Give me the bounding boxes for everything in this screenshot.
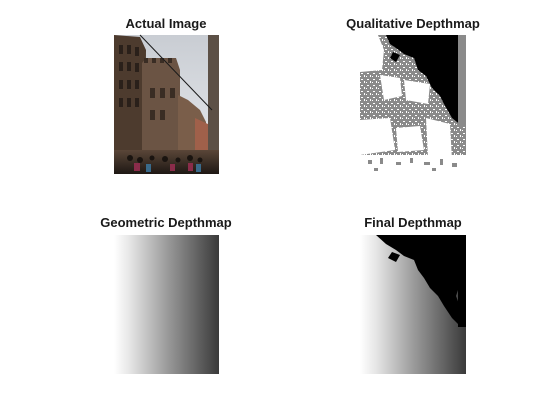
geometric-depthmap xyxy=(114,235,219,374)
panel-title-actual: Actual Image xyxy=(126,16,207,31)
actual-image xyxy=(114,34,219,174)
final-depthmap xyxy=(360,235,466,374)
panel-title-geometric: Geometric Depthmap xyxy=(100,215,232,230)
qualitative-depthmap xyxy=(360,35,466,174)
panel-title-final: Final Depthmap xyxy=(364,215,462,230)
panel-title-qualitative: Qualitative Depthmap xyxy=(346,16,480,31)
